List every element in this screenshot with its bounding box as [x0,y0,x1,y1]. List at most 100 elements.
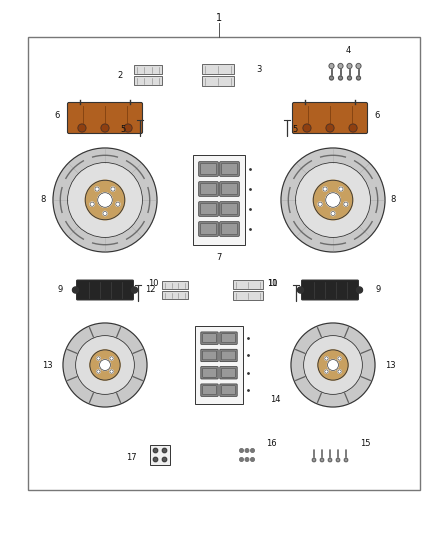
Circle shape [357,76,360,80]
Circle shape [251,449,254,453]
Circle shape [110,370,113,373]
Text: 14: 14 [270,395,280,405]
Circle shape [338,370,341,373]
FancyBboxPatch shape [220,349,237,362]
Text: 8: 8 [41,196,46,205]
Circle shape [67,163,142,237]
Circle shape [328,360,339,370]
Circle shape [323,187,327,191]
Circle shape [326,124,334,132]
Circle shape [326,193,340,207]
Circle shape [53,148,157,252]
Circle shape [357,287,363,293]
Circle shape [90,350,120,380]
Circle shape [291,323,375,407]
FancyBboxPatch shape [220,367,237,379]
Circle shape [320,458,324,462]
FancyBboxPatch shape [220,182,239,196]
Circle shape [162,457,167,462]
FancyBboxPatch shape [301,280,358,300]
Circle shape [344,458,348,462]
FancyBboxPatch shape [220,332,237,344]
FancyBboxPatch shape [222,223,237,235]
FancyBboxPatch shape [222,164,237,174]
Circle shape [153,457,158,462]
Circle shape [116,202,120,206]
Bar [202,76,234,86]
FancyBboxPatch shape [201,204,216,214]
FancyBboxPatch shape [201,349,218,362]
Text: 17: 17 [127,454,137,463]
Text: 15: 15 [360,439,371,448]
FancyBboxPatch shape [201,384,218,397]
Circle shape [338,357,341,360]
Circle shape [349,124,357,132]
FancyBboxPatch shape [220,222,239,236]
FancyBboxPatch shape [222,183,237,195]
FancyBboxPatch shape [222,368,235,377]
Circle shape [240,449,243,453]
Circle shape [312,458,316,462]
Circle shape [251,458,254,461]
Bar [134,76,162,85]
FancyBboxPatch shape [77,280,134,300]
Circle shape [336,458,340,462]
Circle shape [63,323,147,407]
Circle shape [344,202,348,206]
Circle shape [303,124,311,132]
Circle shape [162,448,167,453]
Circle shape [245,458,249,461]
Bar [162,281,188,289]
Text: 7: 7 [216,253,222,262]
Text: 2: 2 [118,70,123,79]
FancyBboxPatch shape [222,204,237,214]
Bar [195,326,243,404]
Text: 6: 6 [374,111,379,120]
Circle shape [313,180,353,220]
Circle shape [297,287,304,293]
Text: 10: 10 [148,279,159,288]
Text: 1: 1 [216,13,222,23]
Circle shape [95,187,99,191]
FancyBboxPatch shape [220,201,239,216]
FancyBboxPatch shape [201,183,216,195]
Text: 10: 10 [268,279,278,288]
FancyBboxPatch shape [67,102,142,133]
Circle shape [356,63,361,69]
Bar [28,37,420,490]
FancyBboxPatch shape [199,182,218,196]
Bar [233,291,263,300]
Text: 4: 4 [346,46,351,55]
Circle shape [103,212,107,216]
Circle shape [76,336,134,394]
Circle shape [318,202,322,206]
Circle shape [124,124,132,132]
Circle shape [329,76,333,80]
Circle shape [347,76,352,80]
Circle shape [240,458,243,461]
Circle shape [304,336,362,394]
Circle shape [281,148,385,252]
Circle shape [99,360,110,370]
Text: 8: 8 [390,196,396,205]
Text: 9: 9 [58,286,63,295]
Circle shape [97,370,100,373]
FancyBboxPatch shape [222,334,235,343]
Bar [202,64,234,74]
FancyBboxPatch shape [201,332,218,344]
Circle shape [153,448,158,453]
FancyBboxPatch shape [220,161,239,176]
Circle shape [110,357,113,360]
Circle shape [111,187,115,191]
FancyBboxPatch shape [199,201,218,216]
Circle shape [339,187,343,191]
Circle shape [131,287,138,293]
Bar [150,445,170,465]
Circle shape [325,357,328,360]
FancyBboxPatch shape [203,351,216,360]
Bar [162,291,188,299]
FancyBboxPatch shape [201,223,216,235]
Text: 12: 12 [145,286,156,295]
Circle shape [338,63,343,69]
FancyBboxPatch shape [222,386,235,394]
